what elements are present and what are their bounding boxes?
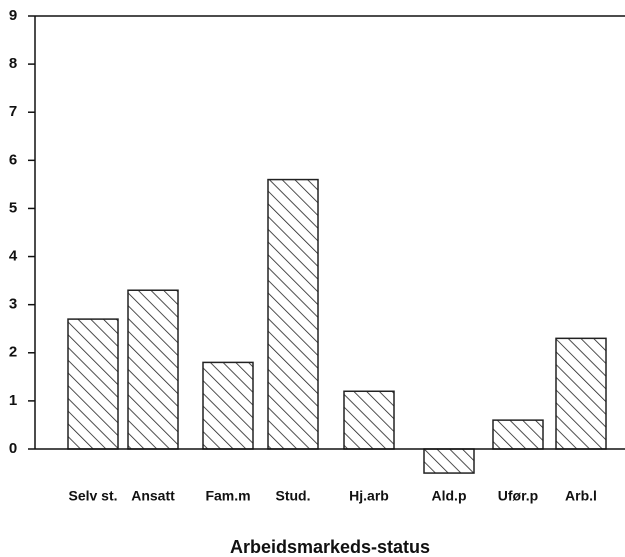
bar — [492, 419, 544, 450]
bar — [423, 448, 475, 474]
bar — [67, 318, 119, 450]
x-tick-label: Arb.l — [565, 488, 597, 504]
y-tick-label: 4 — [9, 248, 18, 265]
x-tick-label: Stud. — [276, 488, 311, 504]
y-tick-label: 0 — [9, 440, 17, 457]
x-tick-label: Hj.arb — [349, 488, 389, 504]
bar — [202, 361, 254, 450]
x-tick-label: Ufør.p — [498, 488, 538, 504]
x-tick-label: Ald.p — [432, 488, 467, 504]
bar — [267, 178, 319, 450]
x-axis-title: Arbeidsmarkeds-status — [230, 537, 430, 557]
y-tick-label: 8 — [9, 55, 17, 72]
x-tick-label: Fam.m — [205, 488, 250, 504]
y-tick-label: 2 — [9, 344, 17, 361]
y-tick-label: 7 — [9, 103, 17, 120]
bar — [343, 390, 395, 450]
y-tick-label: 9 — [9, 7, 17, 24]
bar — [555, 337, 607, 450]
x-tick-label: Selv st. — [68, 488, 117, 504]
y-tick-label: 3 — [9, 296, 17, 313]
y-tick-label: 5 — [9, 199, 17, 216]
y-tick-label: 6 — [9, 151, 17, 168]
bar — [127, 289, 179, 450]
x-tick-label: Ansatt — [131, 488, 175, 504]
y-tick-label: 1 — [9, 392, 17, 409]
